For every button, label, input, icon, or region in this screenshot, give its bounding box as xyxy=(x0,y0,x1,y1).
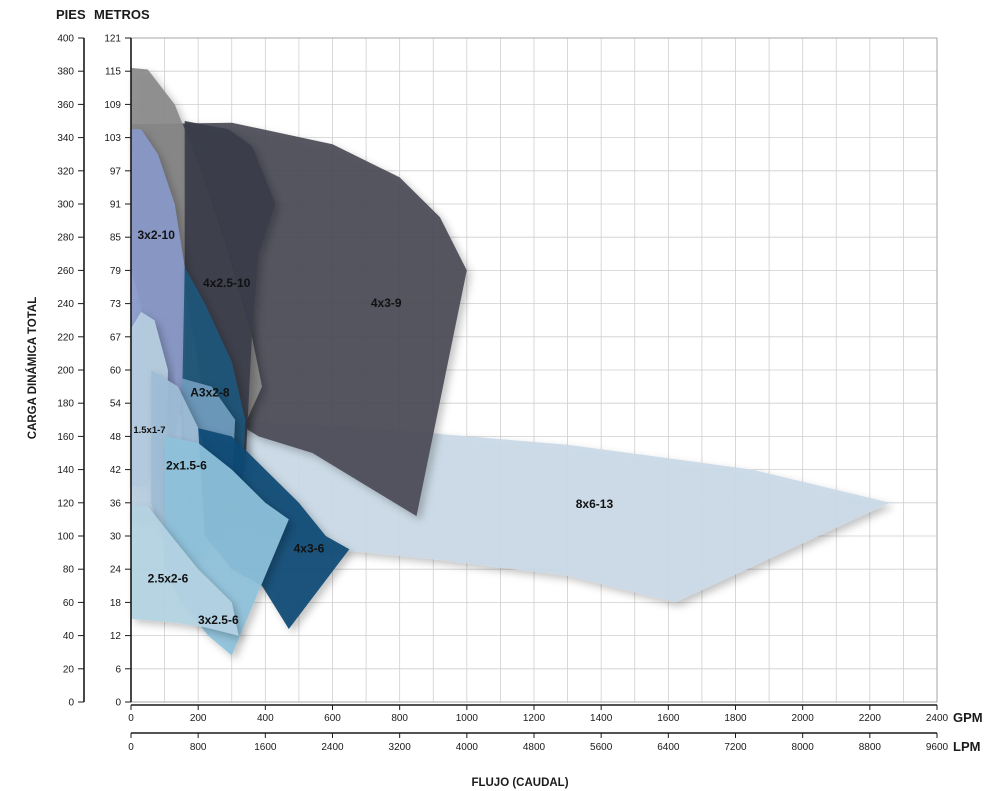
y-tick-label-feet: 360 xyxy=(57,100,74,111)
y-tick-label-feet: 200 xyxy=(57,366,74,377)
x-tick-label-gpm: 1200 xyxy=(523,713,546,724)
y-tick-label-feet: 280 xyxy=(57,233,74,244)
x-tick-label-gpm: 2200 xyxy=(859,713,882,724)
y-tick-label-meters: 48 xyxy=(110,432,122,443)
region-label: 4x2.5-10 xyxy=(203,276,251,290)
unit-meters-label: METROS xyxy=(94,7,150,22)
x-tick-label-lpm: 5600 xyxy=(590,742,613,753)
x-tick-label-lpm: 800 xyxy=(190,742,207,753)
y-tick-label-meters: 6 xyxy=(115,664,121,675)
x-tick-label-gpm: 200 xyxy=(190,713,207,724)
y-tick-label-meters: 115 xyxy=(105,67,121,78)
region-label: 4x3-6 xyxy=(294,542,325,556)
x-tick-label-lpm: 7200 xyxy=(724,742,747,753)
x-tick-label-lpm: 3200 xyxy=(389,742,412,753)
x-tick-label-lpm: 8000 xyxy=(792,742,815,753)
y-axis-title: CARGA DINÁMICA TOTAL xyxy=(26,297,39,439)
region-label: 1.5x1-7 xyxy=(133,425,165,436)
x-tick-label-gpm: 1800 xyxy=(724,713,747,724)
x-tick-label-lpm: 1600 xyxy=(254,742,277,753)
axes: 0204060801001201401601802002202402602803… xyxy=(57,34,948,754)
y-tick-label-meters: 103 xyxy=(104,133,121,144)
x-tick-label-lpm: 6400 xyxy=(657,742,680,753)
y-tick-label-meters: 54 xyxy=(110,399,122,410)
y-tick-label-meters: 18 xyxy=(110,598,122,609)
x-tick-label-gpm: 1600 xyxy=(657,713,680,724)
y-tick-label-meters: 0 xyxy=(115,698,121,709)
y-tick-label-feet: 120 xyxy=(57,498,74,509)
x-tick-label-gpm: 2000 xyxy=(792,713,815,724)
unit-feet-label: PIES xyxy=(56,7,86,22)
y-tick-label-feet: 380 xyxy=(57,67,74,78)
region-label: A3x2-8 xyxy=(190,386,230,400)
y-tick-label-feet: 400 xyxy=(57,34,74,45)
y-tick-label-meters: 42 xyxy=(110,465,122,476)
x-tick-label-gpm: 600 xyxy=(324,713,341,724)
y-tick-label-feet: 320 xyxy=(57,166,74,177)
y-tick-label-feet: 180 xyxy=(57,399,74,410)
y-tick-label-feet: 220 xyxy=(57,332,74,343)
x-tick-label-lpm: 8800 xyxy=(859,742,882,753)
y-tick-label-feet: 40 xyxy=(63,631,75,642)
x-tick-label-gpm: 2400 xyxy=(926,713,949,724)
y-tick-label-feet: 0 xyxy=(68,698,74,709)
y-tick-label-meters: 30 xyxy=(110,532,122,543)
region-label: 3x2.5-6 xyxy=(198,613,239,627)
y-tick-label-feet: 60 xyxy=(63,598,75,609)
region-2-5x2-6 xyxy=(131,506,239,636)
y-tick-label-meters: 60 xyxy=(110,366,122,377)
y-tick-label-meters: 121 xyxy=(104,34,121,45)
y-tick-label-meters: 91 xyxy=(110,200,122,211)
x-tick-label-lpm: 4800 xyxy=(523,742,546,753)
y-tick-label-feet: 260 xyxy=(57,266,74,277)
y-tick-label-meters: 24 xyxy=(110,565,122,576)
y-tick-label-meters: 73 xyxy=(110,299,122,310)
x-tick-label-lpm: 4000 xyxy=(456,742,479,753)
x-tick-label-gpm: 400 xyxy=(257,713,274,724)
y-tick-label-feet: 100 xyxy=(57,532,74,543)
x-tick-label-gpm: 0 xyxy=(128,713,134,724)
unit-gpm-label: GPM xyxy=(953,710,983,725)
unit-lpm-label: LPM xyxy=(953,739,980,754)
region-label: 2x1.5-6 xyxy=(166,459,207,473)
region-label: 8x6-13 xyxy=(576,497,614,511)
x-tick-label-gpm: 1000 xyxy=(456,713,479,724)
y-tick-label-meters: 97 xyxy=(110,166,122,177)
y-tick-label-meters: 67 xyxy=(110,332,122,343)
x-axis-title: FLUJO (CAUDAL) xyxy=(471,777,568,789)
y-tick-label-meters: 12 xyxy=(110,631,122,642)
x-tick-label-lpm: 0 xyxy=(128,742,134,753)
region-labels: 8x6-13 4x3-9 4x2.5-10 3x2-10 A3x2-8 1.5x1-7 2x… xyxy=(133,228,613,627)
y-tick-label-feet: 300 xyxy=(57,200,74,211)
x-tick-label-gpm: 800 xyxy=(391,713,408,724)
pump-regions xyxy=(131,67,890,656)
y-tick-label-meters: 85 xyxy=(110,233,122,244)
region-label: 2.5x2-6 xyxy=(148,571,189,585)
region-label: 4x3-9 xyxy=(371,296,402,310)
y-tick-label-feet: 340 xyxy=(57,133,74,144)
y-tick-label-feet: 140 xyxy=(57,465,74,476)
y-tick-label-meters: 79 xyxy=(110,266,122,277)
x-tick-label-lpm: 2400 xyxy=(321,742,344,753)
region-label: 3x2-10 xyxy=(138,228,176,242)
y-tick-label-feet: 240 xyxy=(57,299,74,310)
y-tick-label-feet: 80 xyxy=(63,565,75,576)
y-tick-label-feet: 20 xyxy=(63,664,75,675)
x-tick-label-gpm: 1400 xyxy=(590,713,613,724)
y-tick-label-feet: 160 xyxy=(57,432,74,443)
y-tick-label-meters: 36 xyxy=(110,498,122,509)
y-tick-label-meters: 109 xyxy=(104,100,121,111)
x-tick-label-lpm: 9600 xyxy=(926,742,949,753)
